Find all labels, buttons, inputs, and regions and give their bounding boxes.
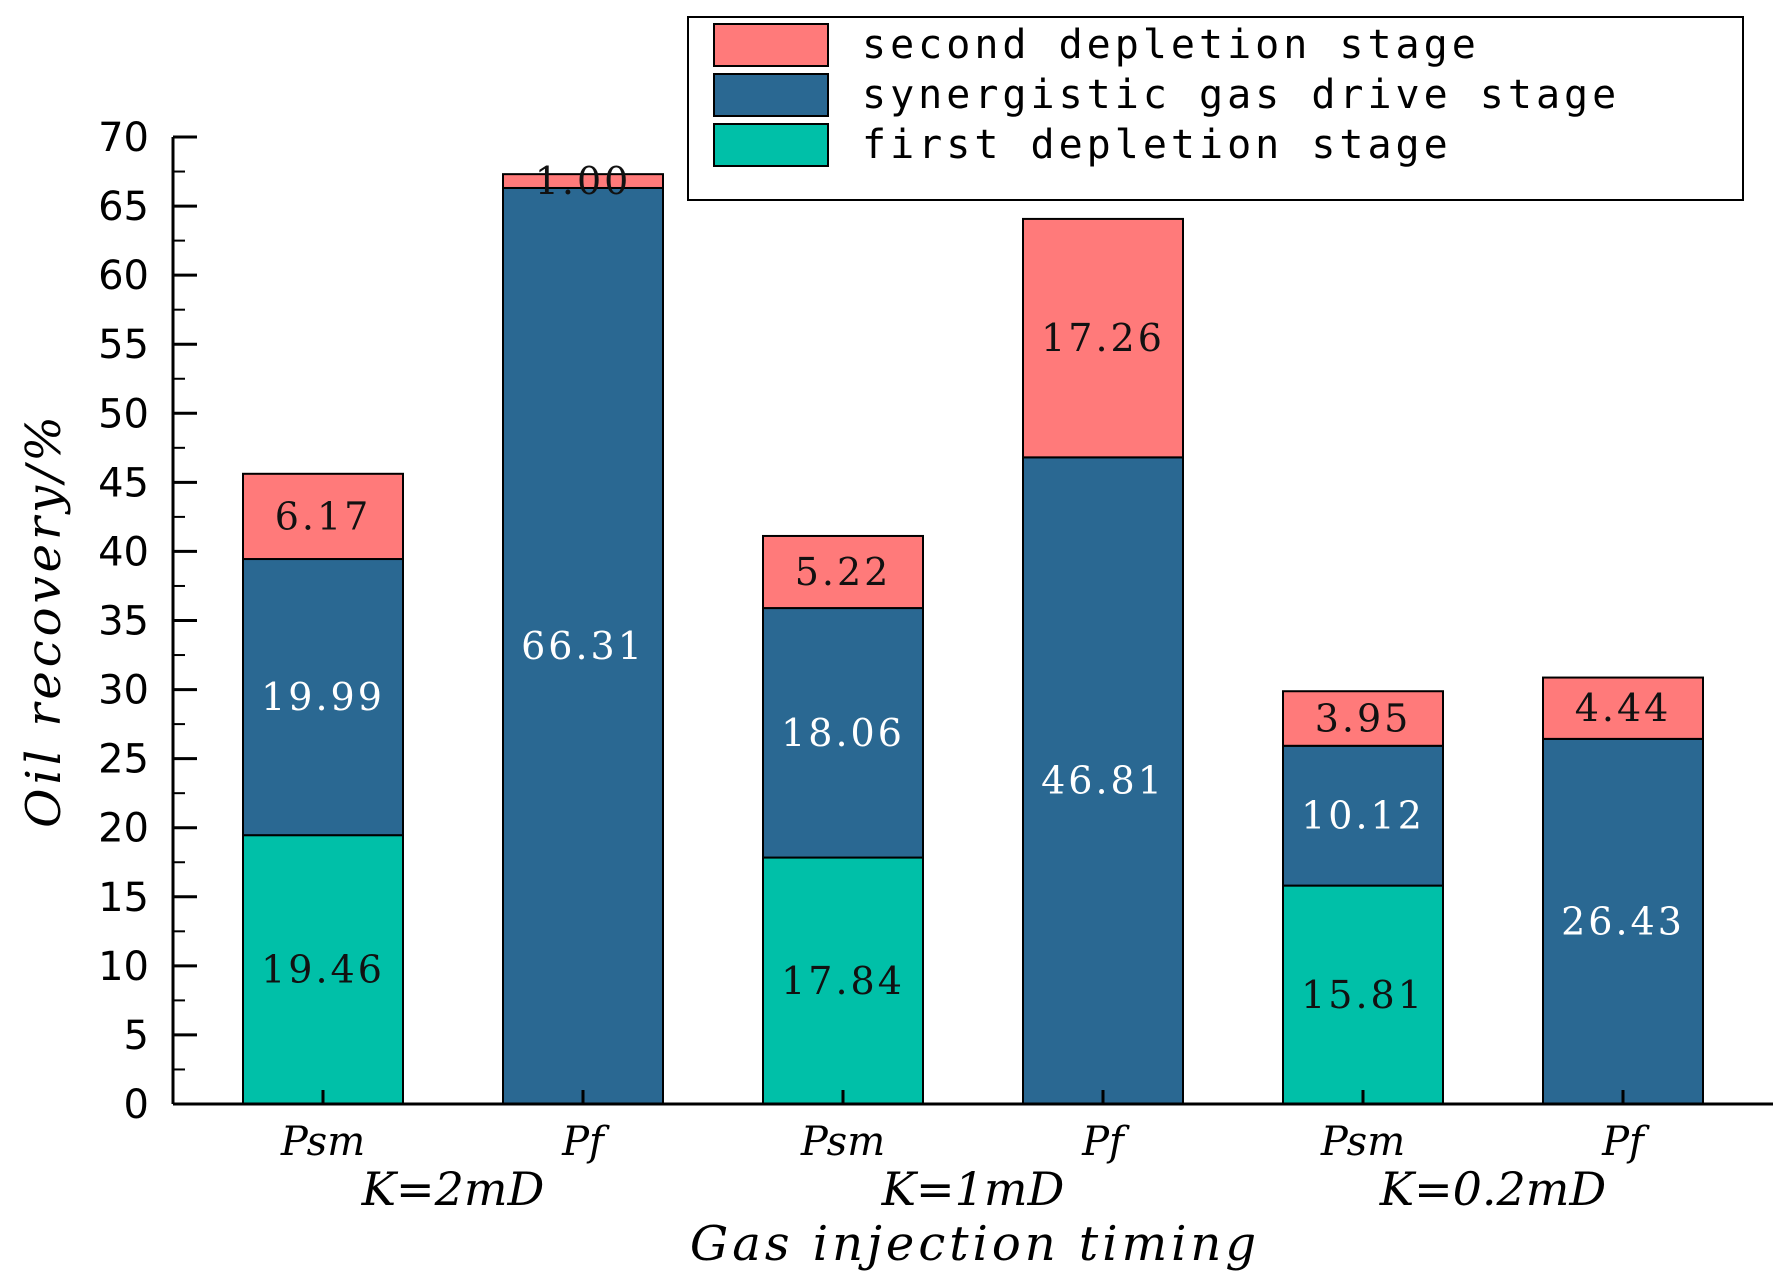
bar-segment [762, 856, 924, 1106]
y-tick-label: 55 [98, 322, 149, 368]
bar-value-label: 18.06 [781, 711, 905, 755]
x-category-label: Pf [561, 1119, 610, 1165]
bars [242, 173, 1704, 1106]
y-tick-label: 60 [98, 253, 149, 299]
legend-label: synergistic gas drive stage [862, 72, 1620, 118]
bar-value-label: 17.26 [1041, 316, 1165, 360]
bar-value-label: 19.46 [261, 948, 385, 992]
y-tick-label: 5 [124, 1013, 149, 1059]
bar-value-label: 3.95 [1315, 697, 1412, 741]
bar-segment [762, 534, 924, 610]
x-category-label: Psm [280, 1119, 365, 1165]
bar-segment [1282, 744, 1444, 887]
y-tick-label: 70 [98, 115, 149, 161]
bar-value-label: 1.00 [535, 159, 632, 203]
legend-label: second depletion stage [862, 22, 1480, 68]
x-group-label: K=0.2mD [1379, 1162, 1607, 1216]
x-axis-title: Gas injection timing [690, 1216, 1260, 1272]
y-tick-label: 50 [98, 391, 149, 437]
x-category-label: Psm [800, 1119, 885, 1165]
y-tick-label: 25 [98, 737, 149, 783]
bar-value-label: 46.81 [1041, 759, 1165, 803]
y-tick-label: 65 [98, 184, 149, 230]
y-axis-title: Oil recovery/% [16, 412, 72, 828]
y-tick-label: 30 [98, 668, 149, 714]
x-category-label: Pf [1081, 1119, 1130, 1165]
y-tick-label: 0 [124, 1082, 149, 1128]
bar-segment [1542, 676, 1704, 740]
bar-value-label: 19.99 [261, 675, 385, 719]
y-tick-label: 40 [98, 529, 149, 575]
bar-segment [502, 173, 664, 189]
legend-swatch [713, 73, 829, 117]
bar-segment [242, 834, 404, 1105]
x-group-label: K=2mD [361, 1162, 545, 1216]
bar-value-label: 4.44 [1575, 686, 1672, 730]
axes [171, 137, 1773, 1106]
y-tick-label: 10 [98, 944, 149, 990]
bar-segment [1282, 884, 1444, 1105]
legend-swatch [713, 123, 829, 167]
bar-segment [1542, 737, 1704, 1105]
y-tick-label: 35 [98, 599, 149, 645]
bar-value-label: 5.22 [795, 550, 892, 594]
bar-segment [762, 607, 924, 859]
legend-box [687, 16, 1744, 201]
bar-value-label: 26.43 [1561, 899, 1685, 943]
bar-segment [1022, 217, 1184, 459]
legend-label: first depletion stage [862, 122, 1452, 168]
bar-value-label: 66.31 [521, 624, 645, 668]
y-tick-label: 20 [98, 806, 149, 852]
bar-segment [1282, 690, 1444, 747]
y-tick-label: 45 [98, 460, 149, 506]
y-axis-ticks: 0 5 10 15 20 25 30 35 40 45 50 55 60 65 70 [98, 115, 197, 1128]
bar-segment [242, 472, 404, 561]
x-category-label: Psm [1320, 1119, 1405, 1165]
x-group-label: K=1mD [881, 1162, 1065, 1216]
bar-value-label: 15.81 [1301, 973, 1425, 1017]
legend-swatch [713, 23, 829, 67]
bar-value-labels: 19.46 19.99 6.17 66.31 1.00 17.84 18.06 5.22 46.… [261, 159, 1685, 1017]
x-category-label: Pf [1601, 1119, 1650, 1165]
bar-value-label: 17.84 [781, 959, 905, 1003]
bar-segment [1022, 456, 1184, 1105]
bar-value-label: 10.12 [1301, 794, 1425, 838]
y-tick-label: 15 [98, 875, 149, 921]
x-axis-labels: Psm Pf Psm Pf Psm Pf K=2mD K=1mD K=0.2mD [280, 1119, 1650, 1216]
bar-segment [242, 558, 404, 837]
bar-value-label: 6.17 [275, 494, 372, 538]
